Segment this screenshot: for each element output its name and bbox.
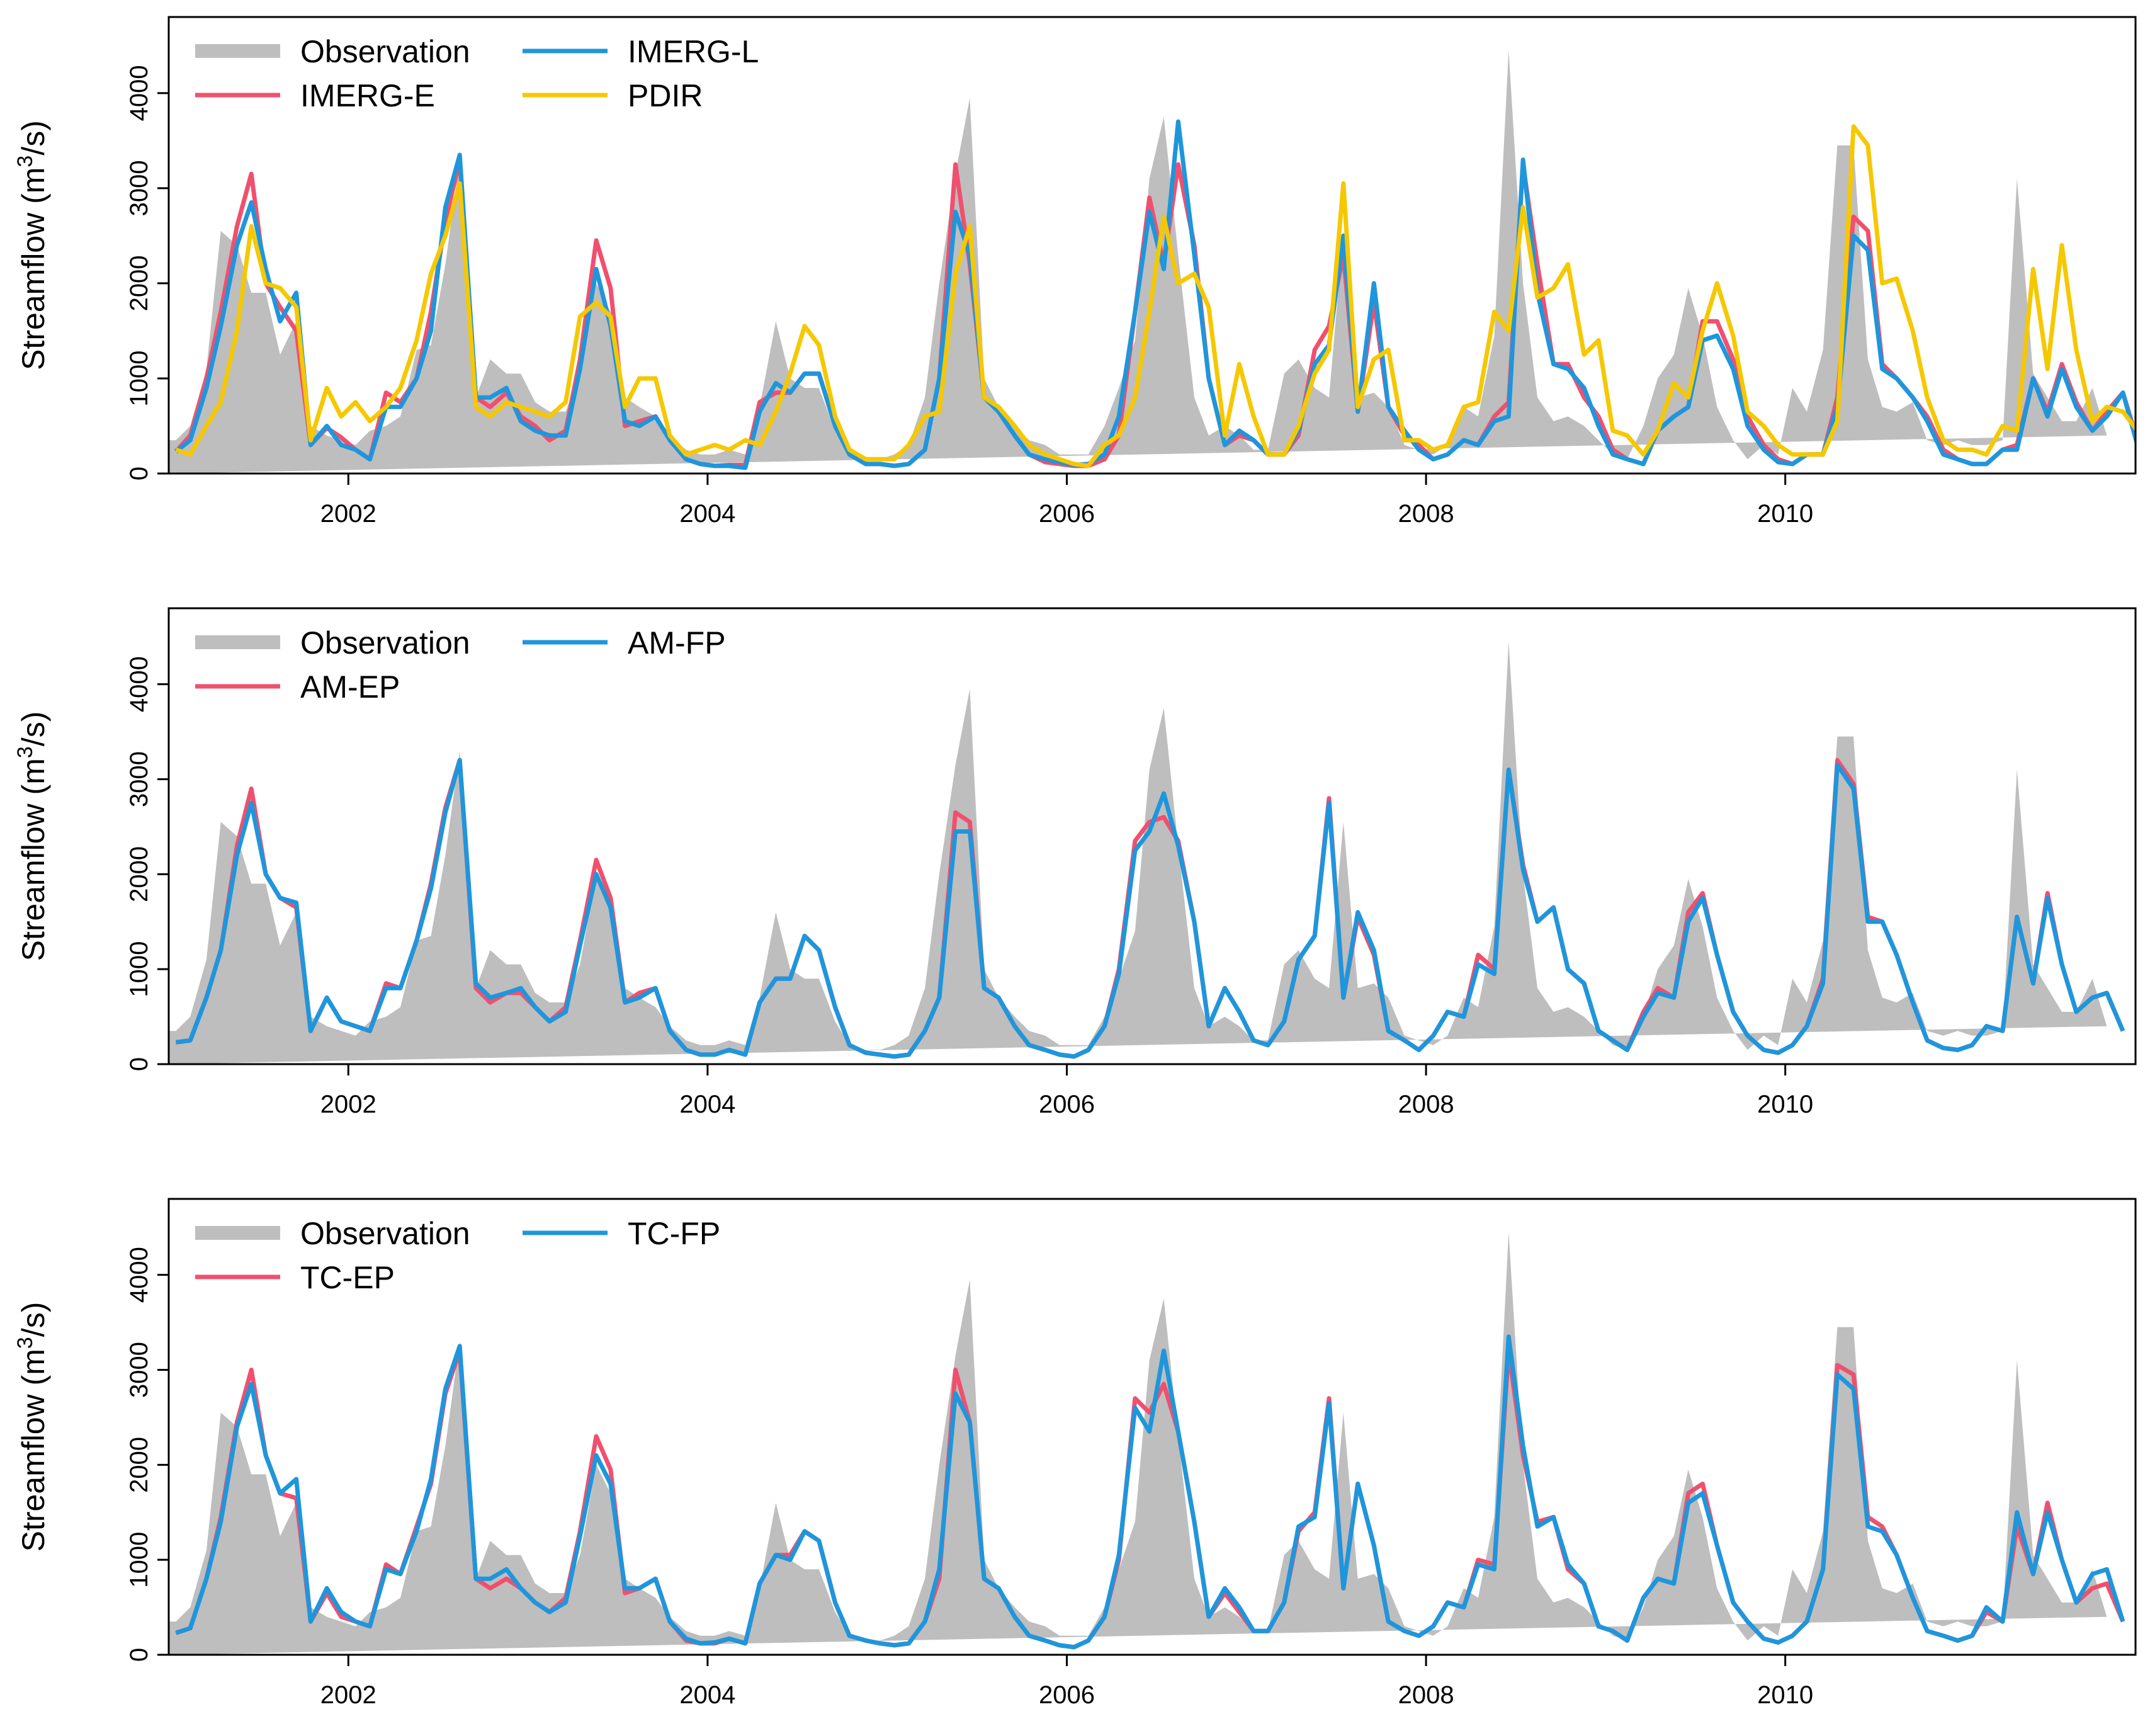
x-tick-label: 2002 [320, 1681, 376, 1709]
x-tick-label: 2004 [679, 500, 735, 528]
legend-label-imerg-e: IMERG-E [300, 78, 435, 113]
y-tick-label: 4000 [125, 65, 153, 121]
x-tick-label: 2010 [1757, 1091, 1813, 1118]
legend-label-am-fp: AM-FP [628, 625, 726, 661]
y-tick-label: 1000 [125, 941, 153, 997]
legend-label-am-ep: AM-EP [300, 669, 400, 705]
series-pdir-line [175, 124, 2136, 468]
y-tick-label: 1000 [125, 350, 153, 406]
legend: Observation IMERG-E IMERG-L PDIR [195, 34, 759, 113]
panel-3: 0 1000 2000 3000 4000 2002 2004 2006 2008 2010 Str… [13, 1198, 2137, 1709]
x-tick-label: 2006 [1039, 1091, 1095, 1118]
legend-label-observation: Observation [300, 625, 470, 661]
y-tick-label: 1000 [125, 1532, 153, 1588]
x-tick-label: 2008 [1398, 500, 1454, 528]
series-observation-area [169, 641, 2107, 1064]
series-tc-fp-line [175, 1334, 2125, 1650]
series-am-fp-line [175, 757, 2125, 1059]
x-tick-label: 2008 [1398, 1091, 1454, 1118]
x-tick-label: 2006 [1039, 500, 1095, 528]
series-observation-area [169, 50, 2107, 474]
panel-1: 0 1000 2000 3000 4000 2002 2004 2006 2008 2010 Str… [13, 16, 2137, 528]
plot-frame [167, 16, 2137, 475]
legend-label-imerg-l: IMERG-L [628, 34, 759, 69]
y-tick-label: 3000 [125, 1342, 153, 1398]
plot-area [169, 641, 2125, 1064]
y-tick-label: 3000 [125, 160, 153, 216]
plot-frame [167, 607, 2137, 1065]
x-tick-label: 2002 [320, 1091, 376, 1118]
y-axis-label: Streamflow (m3/s) [13, 712, 51, 962]
y-tick-label: 0 [125, 1648, 153, 1662]
y-tick-label: 4000 [125, 656, 153, 712]
y-tick-label: 3000 [125, 751, 153, 807]
x-tick-label: 2004 [679, 1091, 735, 1118]
x-tick-label: 2008 [1398, 1681, 1454, 1709]
y-tick-label: 2000 [125, 1437, 153, 1493]
y-axis-label: Streamflow (m3/s) [13, 120, 51, 370]
y-axis-label: Streamflow (m3/s) [13, 1302, 51, 1552]
plot-area [169, 50, 2136, 474]
plot-area [169, 1232, 2125, 1655]
y-tick-label: 4000 [125, 1247, 153, 1303]
legend-label-pdir: PDIR [628, 78, 703, 113]
legend-label-tc-fp: TC-FP [628, 1216, 720, 1251]
x-tick-label: 2010 [1757, 1681, 1813, 1709]
y-tick-label: 2000 [125, 255, 153, 311]
series-observation-area [169, 1232, 2107, 1655]
x-tick-label: 2010 [1757, 500, 1813, 528]
y-tick-label: 0 [125, 1057, 153, 1071]
legend-label-observation: Observation [300, 1216, 470, 1251]
x-tick-label: 2002 [320, 500, 376, 528]
y-tick-label: 0 [125, 467, 153, 480]
panel-2: 0 1000 2000 3000 4000 2002 2004 2006 2008 2010 Str… [13, 607, 2137, 1118]
legend: Observation TC-EP TC-FP [195, 1216, 720, 1295]
x-tick-label: 2006 [1039, 1681, 1095, 1709]
y-tick-label: 2000 [125, 846, 153, 902]
legend-label-tc-ep: TC-EP [300, 1260, 395, 1295]
x-tick-label: 2004 [679, 1681, 735, 1709]
plot-frame [167, 1198, 2137, 1656]
legend-label-observation: Observation [300, 34, 470, 69]
legend: Observation AM-EP AM-FP [195, 625, 726, 705]
